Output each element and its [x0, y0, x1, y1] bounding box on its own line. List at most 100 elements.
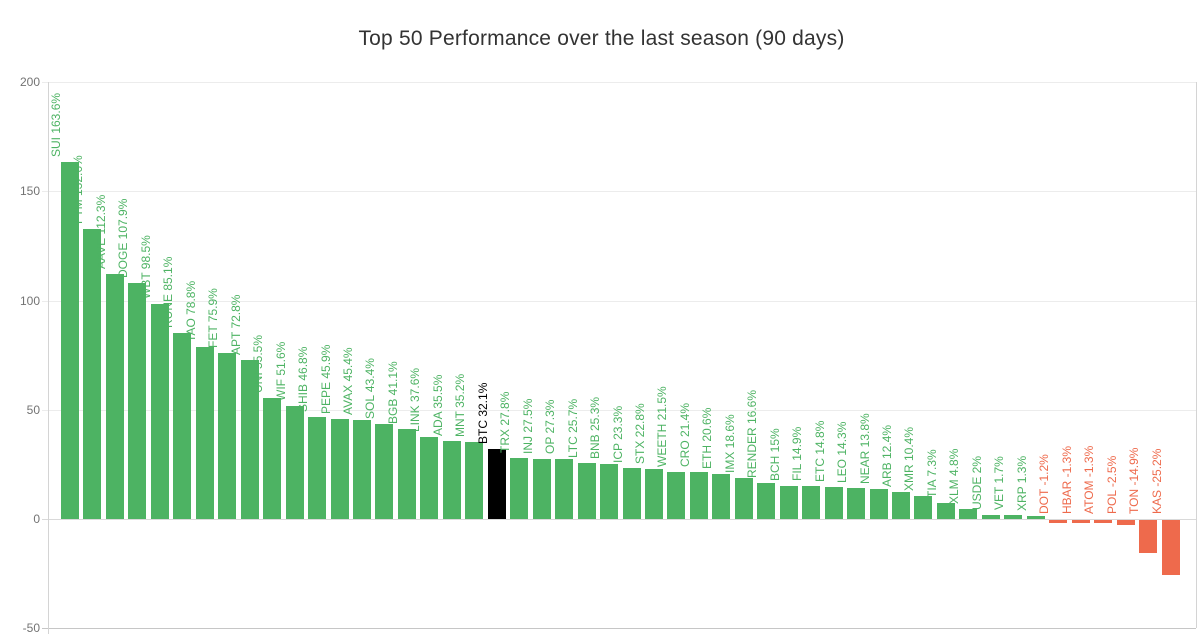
bar-xmr[interactable] — [914, 496, 932, 519]
bar-value-label-tao: TAO 78.8% — [184, 280, 198, 342]
y-axis-tick-150: 150 — [19, 184, 40, 198]
y-axis-line — [48, 82, 49, 634]
bar-eth[interactable] — [712, 474, 730, 519]
bar-hbar[interactable] — [1072, 520, 1090, 523]
bar-pepe[interactable] — [331, 419, 349, 519]
bar-ltc[interactable] — [578, 463, 596, 519]
bar-tao[interactable] — [196, 347, 214, 519]
bar-sol[interactable] — [375, 424, 393, 519]
bar-dot[interactable] — [1049, 520, 1067, 523]
bar-value-label-wif: WIF 51.6% — [274, 341, 288, 401]
bar-ftm[interactable] — [83, 229, 101, 519]
bar-value-label-aave: AAVE 112.3% — [94, 194, 108, 269]
bar-aave[interactable] — [106, 274, 124, 519]
gridline-200 — [42, 82, 1196, 83]
bar-value-label-ada: ADA 35.5% — [431, 374, 445, 436]
bar-value-label-op: OP 27.3% — [543, 399, 557, 454]
bar-value-label-avax: AVAX 45.4% — [341, 347, 355, 415]
bar-value-label-icp: ICP 23.3% — [611, 405, 625, 463]
gridline--50 — [42, 628, 1196, 629]
bar-value-label-pepe: PEPE 45.9% — [319, 344, 333, 414]
bar-value-label-xrp: XRP 1.3% — [1015, 455, 1029, 511]
bar-icp[interactable] — [623, 468, 641, 519]
bar-shib[interactable] — [308, 417, 326, 519]
bar-usde[interactable] — [982, 515, 1000, 519]
bar-rune[interactable] — [173, 333, 191, 519]
bar-leo[interactable] — [847, 488, 865, 519]
bar-stx[interactable] — [645, 469, 663, 519]
bar-xrp[interactable] — [1027, 516, 1045, 519]
bar-value-label-link: LINK 37.6% — [408, 367, 422, 432]
bar-btc[interactable] — [488, 449, 506, 519]
y-axis-tick--50: -50 — [22, 621, 40, 635]
bar-value-label-vet: VET 1.7% — [992, 456, 1006, 510]
bar-vet[interactable] — [1004, 515, 1022, 519]
bar-value-label-sol: SOL 43.4% — [363, 358, 377, 419]
bar-value-label-eth: ETH 20.6% — [700, 407, 714, 469]
bar-imx[interactable] — [735, 478, 753, 519]
bar-uni[interactable] — [263, 398, 281, 519]
chart-title: Top 50 Performance over the last season … — [358, 27, 845, 50]
bar-op[interactable] — [555, 459, 573, 519]
bar-wif[interactable] — [286, 406, 304, 519]
bar-value-label-weeth: WEETH 21.5% — [655, 386, 669, 467]
bar-value-label-bch: BCH 15% — [768, 428, 782, 481]
bar-value-label-xlm: XLM 4.8% — [947, 448, 961, 504]
bar-value-label-xmr: XMR 10.4% — [902, 426, 916, 491]
bar-wbt[interactable] — [151, 304, 169, 519]
bar-value-label-arb: ARB 12.4% — [880, 424, 894, 487]
bar-value-label-near: NEAR 13.8% — [858, 413, 872, 484]
bar-inj[interactable] — [533, 459, 551, 519]
bar-trx[interactable] — [510, 458, 528, 519]
bar-cro[interactable] — [690, 472, 708, 519]
bar-value-label-mnt: MNT 35.2% — [453, 373, 467, 437]
bar-bnb[interactable] — [600, 464, 618, 519]
bar-mnt[interactable] — [465, 442, 483, 519]
bar-value-label-wbt: WBT 98.5% — [139, 235, 153, 299]
bar-kas[interactable] — [1162, 520, 1180, 575]
bar-render[interactable] — [757, 483, 775, 519]
bar-value-label-pol: POL -2.5% — [1105, 455, 1119, 514]
bar-value-label-fil: FIL 14.9% — [790, 426, 804, 481]
bar-doge[interactable] — [128, 283, 146, 519]
bar-value-label-imx: IMX 18.6% — [723, 414, 737, 473]
bar-value-label-bnb: BNB 25.3% — [588, 396, 602, 459]
y-axis-tick-200: 200 — [19, 75, 40, 89]
bar-value-label-doge: DOGE 107.9% — [116, 198, 130, 278]
bar-atom[interactable] — [1094, 520, 1112, 523]
bar-value-label-stx: STX 22.8% — [633, 403, 647, 464]
bar-value-label-kas: KAS -25.2% — [1150, 448, 1164, 514]
gridline-100 — [42, 301, 1196, 302]
bar-pol[interactable] — [1117, 520, 1135, 525]
bar-tia[interactable] — [937, 503, 955, 519]
bar-value-label-inj: INJ 27.5% — [521, 398, 535, 454]
bar-value-label-leo: LEO 14.3% — [835, 421, 849, 483]
bar-bgb[interactable] — [398, 429, 416, 519]
bar-fet[interactable] — [218, 353, 236, 519]
plot-right-border — [1196, 82, 1197, 628]
bar-sui[interactable] — [61, 162, 79, 519]
bar-ada[interactable] — [443, 441, 461, 519]
bar-value-label-tia: TIA 7.3% — [925, 449, 939, 498]
bar-ton[interactable] — [1139, 520, 1157, 553]
bar-bch[interactable] — [780, 486, 798, 519]
bar-xlm[interactable] — [959, 509, 977, 519]
bar-link[interactable] — [420, 437, 438, 519]
gridline-0 — [42, 519, 1196, 520]
bar-value-label-etc: ETC 14.8% — [813, 420, 827, 482]
bar-apt[interactable] — [241, 360, 259, 519]
bar-value-label-ftm: FTM 132.6% — [71, 155, 85, 224]
y-axis-tick-100: 100 — [19, 294, 40, 308]
bar-value-label-cro: CRO 21.4% — [678, 402, 692, 467]
bar-value-label-apt: APT 72.8% — [229, 294, 243, 355]
bar-value-label-ltc: LTC 25.7% — [566, 398, 580, 458]
bar-value-label-atom: ATOM -1.3% — [1082, 445, 1096, 514]
bar-arb[interactable] — [892, 492, 910, 519]
bar-fil[interactable] — [802, 486, 820, 519]
bar-weeth[interactable] — [667, 472, 685, 519]
bar-avax[interactable] — [353, 420, 371, 519]
bar-etc[interactable] — [825, 487, 843, 519]
bar-near[interactable] — [870, 489, 888, 519]
gridline-150 — [42, 191, 1196, 192]
